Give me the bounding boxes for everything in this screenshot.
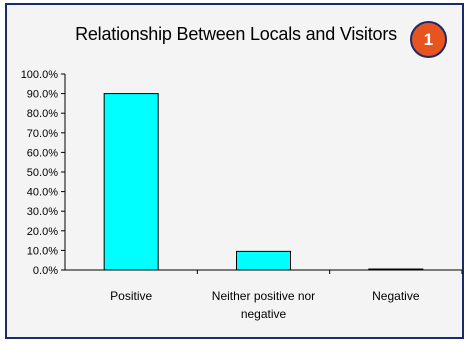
y-tick-label: 40.0% bbox=[27, 187, 58, 199]
bar-0 bbox=[103, 93, 159, 271]
chart-frame bbox=[5, 3, 464, 339]
chart-title: Relationship Between Locals and Visitors bbox=[75, 24, 397, 44]
chart-labels: 0.0% 10.0% 20.0% 30.0% 40.0% 50.0% 60.0% 70.0% 8… bbox=[21, 69, 420, 321]
x-category-label: Neither positive nor bbox=[212, 289, 315, 303]
y-tick-label: 100.0% bbox=[21, 69, 59, 81]
x-category-label: Negative bbox=[372, 289, 420, 303]
x-category-label: negative bbox=[241, 307, 287, 321]
y-tick-label: 20.0% bbox=[27, 226, 58, 238]
bar-2 bbox=[368, 268, 424, 271]
y-tick-label: 30.0% bbox=[27, 206, 58, 218]
x-category-label: Positive bbox=[110, 289, 152, 303]
y-tick-label: 0.0% bbox=[33, 265, 58, 277]
chart-bars bbox=[103, 93, 424, 271]
slide-number-badge: 1 bbox=[410, 21, 447, 58]
y-tick-label: 60.0% bbox=[27, 147, 58, 159]
y-tick-label: 90.0% bbox=[27, 89, 58, 101]
y-tick-label: 70.0% bbox=[27, 128, 58, 140]
y-tick-label: 50.0% bbox=[27, 167, 58, 179]
y-tick-label: 80.0% bbox=[27, 108, 58, 120]
bar-1 bbox=[236, 250, 291, 271]
y-tick-label: 10.0% bbox=[27, 245, 58, 257]
